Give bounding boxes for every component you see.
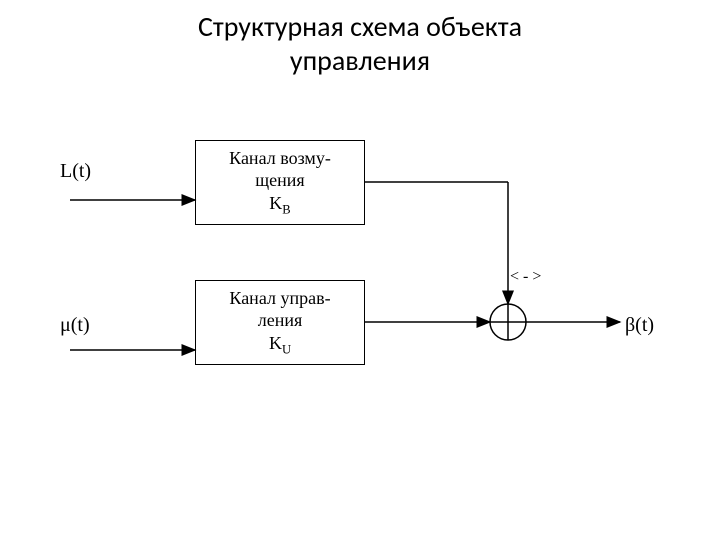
- diagram-connections: [0, 0, 720, 540]
- block-diagram: L(t) μ(t) β(t) < - > Канал возму- щения …: [0, 0, 720, 540]
